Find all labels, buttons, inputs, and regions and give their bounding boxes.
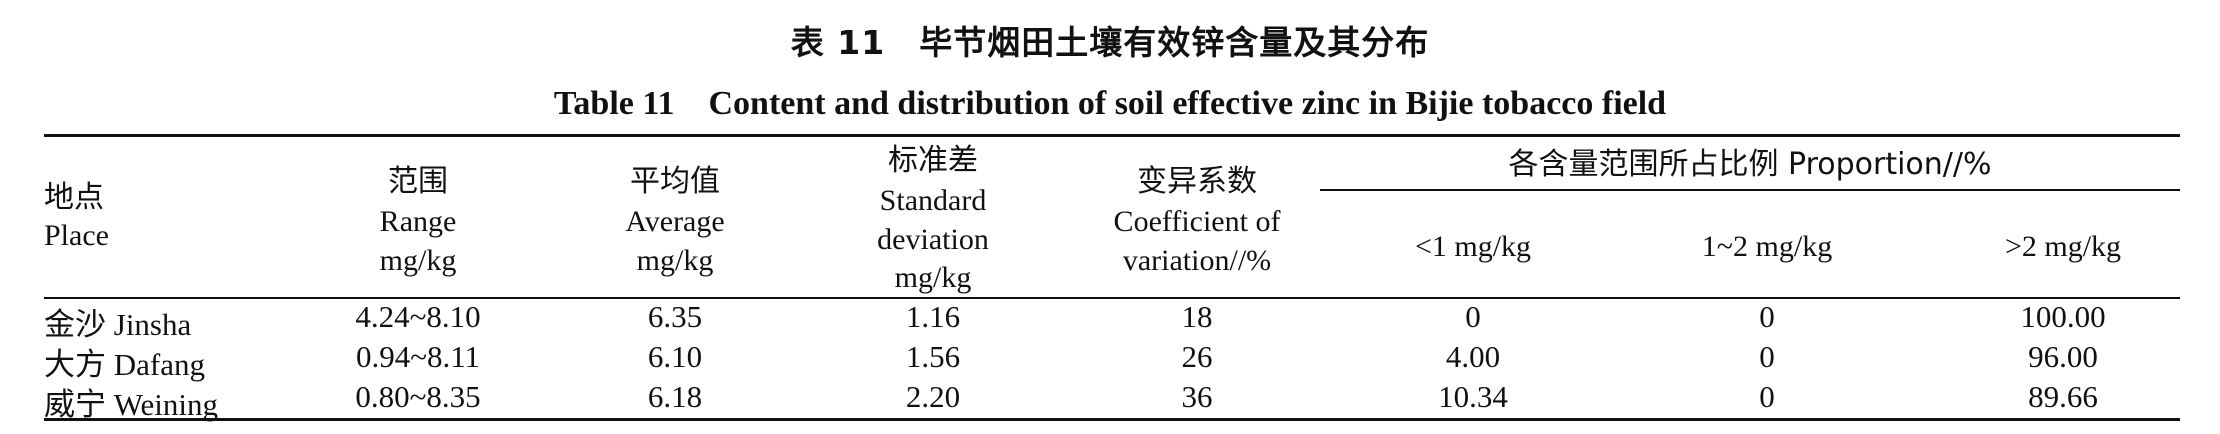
cell-lt1: 4.00 xyxy=(1445,339,1501,374)
cell-place: 金沙 Jinsha xyxy=(44,307,192,342)
header-sd-unit: mg/kg xyxy=(894,261,972,294)
header-cv-cn: 变异系数 xyxy=(1137,164,1257,199)
cell-lt1: 0 xyxy=(1465,299,1481,334)
header-rule xyxy=(44,297,2180,299)
bottom-rule xyxy=(44,418,2180,421)
table-title-cn: 表 11 毕节烟田土壤有效锌含量及其分布 xyxy=(790,23,1430,62)
header-average-en: Average xyxy=(625,205,725,238)
header-cv-en1: Coefficient of xyxy=(1113,205,1281,238)
cell-average: 6.18 xyxy=(647,379,703,414)
header-proportion-group: 各含量范围所占比例 Proportion//% xyxy=(1508,147,1992,182)
header-range-cn: 范围 xyxy=(388,164,448,199)
header-sd-cn: 标准差 xyxy=(888,143,978,178)
cell-sd: 2.20 xyxy=(905,379,961,414)
table-row: 威宁 Weining 0.80~8.35 6.18 2.20 36 10.34 … xyxy=(0,379,2220,422)
header-proportion-lt1: <1 mg/kg xyxy=(1414,230,1532,263)
header-place-cn: 地点 xyxy=(44,180,104,215)
cell-lt1: 10.34 xyxy=(1438,379,1508,414)
cell-mid: 0 xyxy=(1759,299,1775,334)
header-place-en: Place xyxy=(44,219,109,252)
cell-place: 威宁 Weining xyxy=(44,387,219,422)
header-average-unit: mg/kg xyxy=(636,244,714,277)
cell-gt2: 89.66 xyxy=(2028,379,2098,414)
header-range-unit: mg/kg xyxy=(379,244,457,277)
header-sd-en2: deviation xyxy=(877,223,989,256)
header-range-en: Range xyxy=(379,205,457,238)
cell-average: 6.35 xyxy=(647,299,703,334)
cell-range: 0.80~8.35 xyxy=(355,379,481,414)
header-average-cn: 平均值 xyxy=(630,164,720,199)
header-cv-en2: variation//% xyxy=(1122,244,1272,277)
cell-cv: 18 xyxy=(1181,299,1213,334)
cell-cv: 36 xyxy=(1181,379,1213,414)
cell-mid: 0 xyxy=(1759,339,1775,374)
table-row: 大方 Dafang 0.94~8.11 6.10 1.56 26 4.00 0 … xyxy=(0,339,2220,382)
cell-average: 6.10 xyxy=(647,339,703,374)
table-row: 金沙 Jinsha 4.24~8.10 6.35 1.16 18 0 0 100… xyxy=(0,299,2220,342)
cell-sd: 1.16 xyxy=(905,299,961,334)
header-proportion-gt2: >2 mg/kg xyxy=(2004,230,2122,263)
cell-gt2: 100.00 xyxy=(2020,299,2106,334)
cell-mid: 0 xyxy=(1759,379,1775,414)
proportion-subrule xyxy=(1320,189,2180,191)
cell-place: 大方 Dafang xyxy=(44,347,205,382)
cell-gt2: 96.00 xyxy=(2028,339,2098,374)
cell-range: 4.24~8.10 xyxy=(355,299,481,334)
cell-sd: 1.56 xyxy=(905,339,961,374)
top-rule xyxy=(44,134,2180,137)
cell-range: 0.94~8.11 xyxy=(355,339,481,374)
header-proportion-mid: 1~2 mg/kg xyxy=(1701,230,1833,263)
cell-cv: 26 xyxy=(1181,339,1213,374)
header-sd-en1: Standard xyxy=(879,184,987,217)
table-title-en: Table 11 Content and distribution of soi… xyxy=(553,85,1667,122)
